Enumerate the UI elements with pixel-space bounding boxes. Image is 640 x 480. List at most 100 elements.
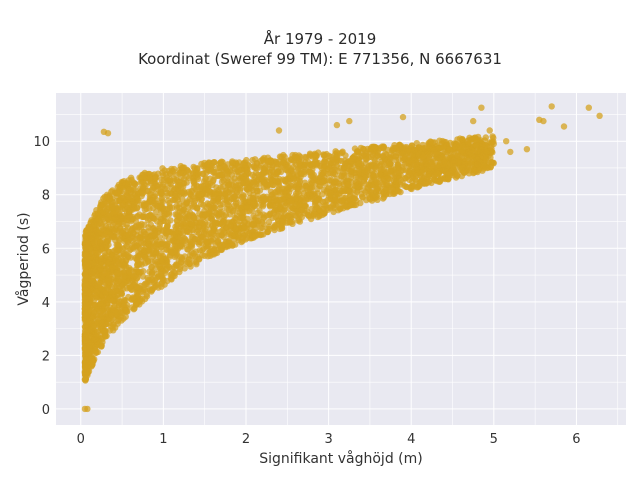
data-point [163, 265, 170, 273]
data-point [136, 235, 144, 242]
data-point [377, 166, 384, 173]
data-point [477, 148, 484, 155]
data-point [284, 219, 291, 226]
data-point [154, 270, 161, 278]
data-point [333, 186, 340, 194]
data-point [482, 156, 489, 164]
data-point [414, 183, 422, 191]
x-tick-label: 0 [77, 432, 85, 447]
data-point [265, 158, 272, 165]
data-point [292, 208, 299, 215]
data-point [425, 179, 432, 186]
data-point [83, 251, 90, 258]
data-point [427, 138, 435, 146]
data-point [249, 171, 256, 179]
data-point [144, 274, 151, 282]
data-point [178, 209, 186, 216]
data-point [143, 200, 150, 208]
data-point [379, 152, 387, 160]
data-point [219, 221, 226, 228]
data-point [141, 174, 149, 182]
data-point [110, 304, 118, 311]
data-point [105, 228, 112, 235]
data-point [273, 222, 280, 229]
data-point [373, 186, 380, 193]
data-point [98, 221, 105, 228]
data-point [117, 309, 125, 316]
data-point [285, 172, 293, 179]
data-point [369, 161, 376, 169]
data-point [412, 158, 419, 166]
data-point [459, 135, 466, 143]
y-tick-label: 6 [42, 242, 50, 257]
data-point [478, 104, 485, 111]
data-point [275, 127, 283, 134]
data-point [326, 170, 334, 177]
data-point [137, 288, 144, 296]
data-point [245, 185, 253, 192]
data-point [211, 159, 218, 166]
data-point [146, 205, 153, 212]
data-point [231, 193, 239, 200]
data-point [389, 145, 397, 152]
x-tick-label: 3 [324, 432, 332, 447]
data-point [446, 146, 453, 153]
data-point [253, 178, 261, 185]
data-point [337, 150, 344, 157]
data-point [82, 273, 89, 280]
data-point [82, 234, 90, 241]
data-point [98, 314, 105, 321]
data-point [295, 216, 303, 223]
data-point [387, 151, 395, 158]
data-point [208, 238, 215, 245]
data-point [220, 183, 227, 190]
data-point [466, 163, 473, 170]
data-point [392, 171, 399, 178]
data-point [409, 151, 416, 158]
data-point [273, 160, 280, 167]
data-point [92, 292, 100, 299]
data-point [148, 270, 155, 277]
data-point [548, 103, 555, 110]
data-point [113, 270, 121, 277]
data-point [159, 169, 166, 176]
x-tick-label: 6 [572, 432, 580, 447]
data-point [85, 290, 93, 297]
data-point [179, 195, 186, 202]
data-point [112, 324, 119, 331]
data-point [196, 190, 203, 198]
data-point [164, 197, 172, 204]
data-point [120, 298, 128, 305]
data-point [151, 232, 159, 239]
data-point [115, 242, 122, 249]
data-point [323, 150, 330, 158]
data-points-group [81, 103, 603, 413]
data-point [146, 170, 153, 178]
data-point [200, 170, 207, 177]
data-point [258, 219, 266, 226]
data-point [237, 185, 244, 192]
data-point [399, 113, 407, 121]
data-point [254, 171, 262, 178]
data-point [119, 201, 127, 208]
data-point [439, 137, 446, 145]
data-point [226, 229, 233, 236]
data-point [102, 289, 110, 297]
data-point [165, 211, 173, 218]
data-point [139, 213, 146, 221]
data-point [279, 195, 286, 202]
data-point [366, 196, 374, 203]
data-point [196, 219, 204, 226]
data-point [398, 149, 406, 157]
data-point [125, 267, 132, 274]
data-point [285, 163, 292, 170]
data-point [218, 171, 226, 179]
data-point [91, 335, 99, 342]
data-point [264, 225, 271, 232]
data-point [481, 142, 489, 150]
data-point [121, 252, 128, 259]
data-point [366, 148, 374, 156]
data-point [311, 210, 318, 218]
data-point [228, 177, 236, 185]
data-point [87, 226, 95, 233]
